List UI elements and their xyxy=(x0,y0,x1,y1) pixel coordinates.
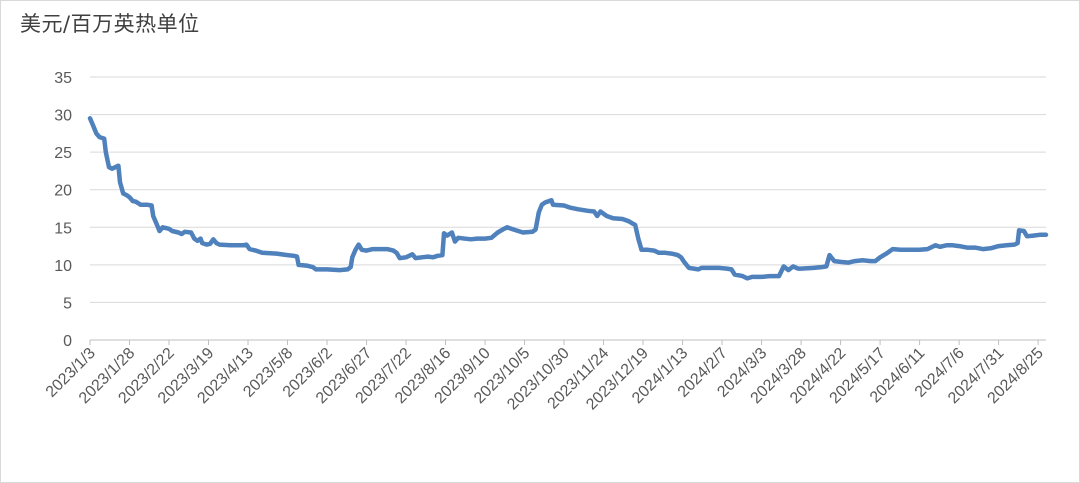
y-tick-label: 15 xyxy=(54,220,72,237)
y-tick-label: 25 xyxy=(54,145,72,162)
y-tick-label: 30 xyxy=(54,108,72,125)
y-tick-label: 35 xyxy=(54,70,72,87)
y-tick-label: 0 xyxy=(63,333,72,350)
y-tick-label: 5 xyxy=(63,295,72,312)
x-axis-ticks: 2023/1/32023/1/282023/2/222023/3/192023/… xyxy=(43,340,1047,413)
series-line-0 xyxy=(87,116,1049,281)
y-axis-ticks: 0 5 10 15 20 25 30 35 xyxy=(54,70,72,350)
y-tick-label: 20 xyxy=(54,183,72,200)
y-tick-label: 10 xyxy=(54,258,72,275)
unit-label: 美元/百万英热单位 xyxy=(20,12,200,36)
series-layer xyxy=(87,116,1049,281)
gridlines xyxy=(90,76,1046,341)
